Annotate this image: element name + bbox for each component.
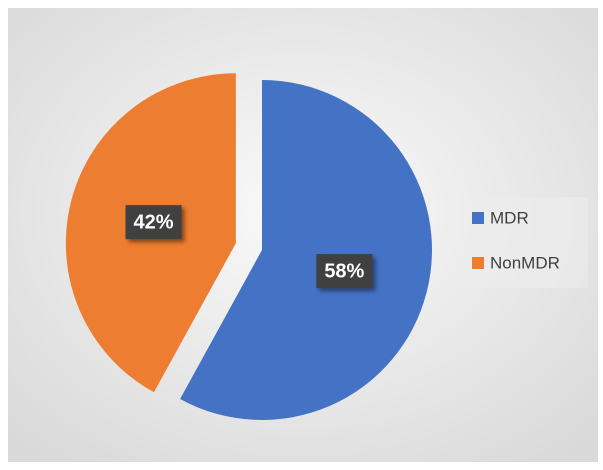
- data-label-box: [125, 205, 182, 240]
- legend-swatch: [472, 257, 484, 269]
- data-label: 58%: [324, 260, 364, 282]
- legend-swatch: [472, 212, 484, 224]
- pie-slice: [180, 80, 432, 420]
- data-label-box: [316, 254, 373, 289]
- legend-label: NonMDR: [490, 253, 560, 272]
- legend-label: MDR: [490, 208, 529, 227]
- data-label: 42%: [134, 211, 174, 233]
